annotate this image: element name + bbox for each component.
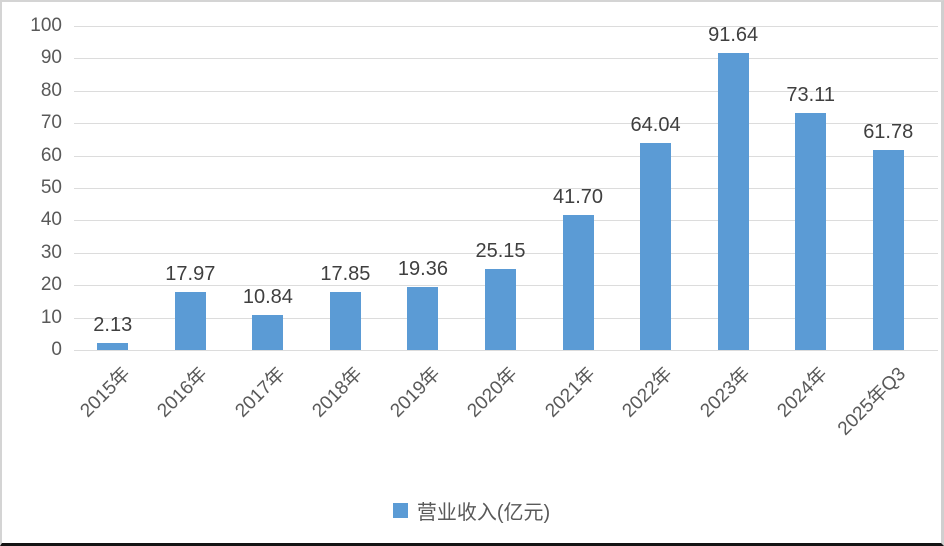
bar-2022年[interactable] — [640, 142, 672, 350]
bar-2023年[interactable] — [717, 53, 749, 350]
gridline — [74, 188, 938, 189]
bar-value-label: 17.97 — [165, 262, 216, 285]
bar-2025年Q3[interactable] — [872, 149, 904, 350]
bar-2019年[interactable] — [407, 287, 439, 350]
x-axis-label: 2015年 — [75, 363, 135, 422]
bar-value-label: 17.85 — [320, 263, 371, 286]
x-axis-label: 2024年 — [773, 363, 833, 422]
y-axis-tick-label: 100 — [30, 15, 62, 36]
y-axis-tick-label: 20 — [40, 274, 62, 296]
bar-value-label: 91.64 — [708, 24, 759, 47]
bar-2015年[interactable] — [97, 343, 129, 350]
bar-value-label: 25.15 — [475, 239, 526, 262]
y-axis-tick-label: 70 — [40, 112, 62, 134]
x-axis-label: 2022年 — [618, 363, 677, 422]
bar-value-label: 61.78 — [863, 120, 914, 143]
x-axis-label: 2021年 — [541, 363, 600, 422]
bar-value-label: 19.36 — [397, 258, 448, 281]
gridline — [74, 155, 938, 157]
y-axis-tick-label: 30 — [40, 241, 62, 263]
x-axis-label: 2018年 — [308, 363, 367, 422]
bar-value-label: 10.84 — [242, 285, 293, 308]
y-axis-tick-label: 80 — [40, 79, 62, 101]
legend-label: 营业收入(亿元) — [416, 502, 551, 524]
y-axis-tick-label: 10 — [40, 306, 62, 328]
legend-swatch-icon — [392, 503, 408, 518]
bar-2020年[interactable] — [485, 268, 516, 350]
y-axis-tick-label: 0 — [51, 339, 62, 360]
gridline — [74, 350, 938, 351]
bar-value-label: 73.11 — [786, 84, 835, 107]
gridline — [74, 252, 938, 254]
y-axis-tick-label: 50 — [40, 177, 62, 198]
x-axis-label: 2016年 — [153, 363, 212, 422]
legend[interactable]: 营业收入(亿元) — [2, 496, 941, 525]
bar-2018年[interactable] — [329, 292, 361, 350]
bar-value-label: 64.04 — [630, 113, 681, 136]
x-axis-label: 2019年 — [386, 363, 445, 422]
bar-2016年[interactable] — [174, 291, 206, 350]
bar-2017年[interactable] — [252, 314, 284, 350]
x-axis-label: 2023年 — [696, 363, 755, 422]
x-axis-label: 2017年 — [231, 363, 290, 422]
bar-2021年[interactable] — [562, 214, 594, 350]
bar-2024年[interactable] — [795, 113, 827, 350]
gridline — [74, 26, 938, 27]
y-axis-tick-label: 60 — [40, 144, 62, 166]
x-axis-label: 2020年 — [463, 363, 522, 422]
gridline — [74, 123, 938, 125]
y-axis-tick-label: 40 — [40, 209, 62, 231]
gridline — [74, 58, 938, 60]
bar-value-label: 2.13 — [93, 314, 133, 337]
bar-value-label: 41.70 — [553, 185, 604, 208]
x-axis-label: 2025年Q3 — [833, 363, 910, 440]
y-axis-tick-label: 90 — [40, 47, 62, 69]
gridline — [74, 220, 938, 222]
gridline — [74, 90, 938, 92]
